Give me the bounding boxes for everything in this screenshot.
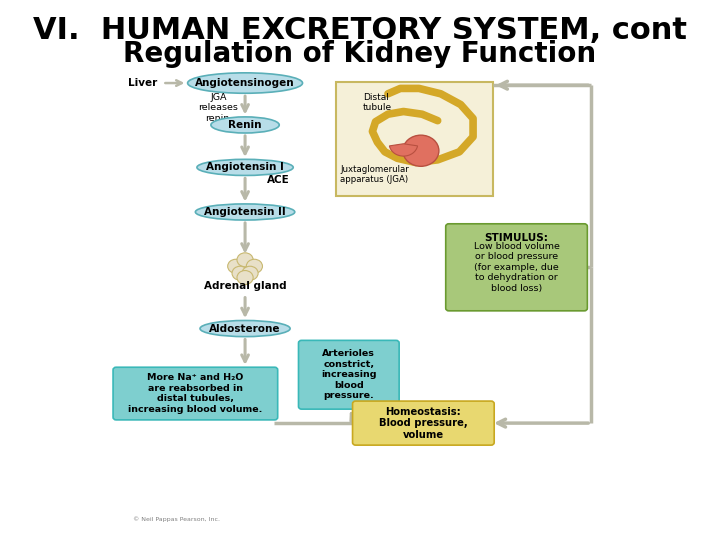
FancyBboxPatch shape bbox=[299, 340, 399, 409]
Text: More Na⁺ and H₂O
are reabsorbed in
distal tubules,
increasing blood volume.: More Na⁺ and H₂O are reabsorbed in dista… bbox=[128, 374, 263, 414]
Circle shape bbox=[228, 259, 244, 273]
Text: VI.  HUMAN EXCRETORY SYSTEM, cont: VI. HUMAN EXCRETORY SYSTEM, cont bbox=[33, 16, 687, 45]
Text: © Neil Pappas Pearson, Inc.: © Neil Pappas Pearson, Inc. bbox=[133, 517, 220, 523]
Ellipse shape bbox=[197, 159, 293, 176]
Text: ACE: ACE bbox=[266, 176, 289, 185]
Ellipse shape bbox=[200, 321, 290, 336]
Circle shape bbox=[403, 135, 439, 166]
Text: Adrenal gland: Adrenal gland bbox=[204, 281, 287, 291]
Text: Aldosterone: Aldosterone bbox=[210, 323, 281, 334]
Circle shape bbox=[232, 266, 248, 280]
Text: Distal
tubule: Distal tubule bbox=[363, 93, 392, 112]
Ellipse shape bbox=[188, 73, 302, 93]
Text: JGA
releases
renin.: JGA releases renin. bbox=[199, 93, 238, 123]
Text: Low blood volume
or blood pressure
(for example, due
to dehydration or
blood los: Low blood volume or blood pressure (for … bbox=[474, 242, 559, 293]
Wedge shape bbox=[390, 144, 418, 156]
Ellipse shape bbox=[195, 204, 294, 220]
Text: STIMULUS:: STIMULUS: bbox=[485, 233, 549, 243]
Text: Renin: Renin bbox=[228, 120, 262, 130]
Text: Homeostasis:
Blood pressure,
volume: Homeostasis: Blood pressure, volume bbox=[379, 407, 468, 440]
Text: Juxtaglomerular
apparatus (JGA): Juxtaglomerular apparatus (JGA) bbox=[340, 165, 409, 184]
FancyBboxPatch shape bbox=[336, 82, 493, 196]
Circle shape bbox=[246, 259, 263, 273]
Circle shape bbox=[237, 271, 253, 285]
Circle shape bbox=[242, 266, 258, 280]
Text: Liver: Liver bbox=[128, 78, 157, 88]
Text: Arterioles
constrict,
increasing
blood
pressure.: Arterioles constrict, increasing blood p… bbox=[321, 349, 377, 400]
FancyBboxPatch shape bbox=[446, 224, 588, 311]
Circle shape bbox=[237, 253, 253, 267]
Text: Angiotensinogen: Angiotensinogen bbox=[195, 78, 295, 88]
FancyBboxPatch shape bbox=[353, 401, 494, 445]
Text: Regulation of Kidney Function: Regulation of Kidney Function bbox=[123, 40, 597, 68]
Text: Angiotensin II: Angiotensin II bbox=[204, 207, 286, 217]
FancyBboxPatch shape bbox=[113, 367, 278, 420]
Text: Angiotensin I: Angiotensin I bbox=[206, 163, 284, 172]
Ellipse shape bbox=[211, 117, 279, 133]
